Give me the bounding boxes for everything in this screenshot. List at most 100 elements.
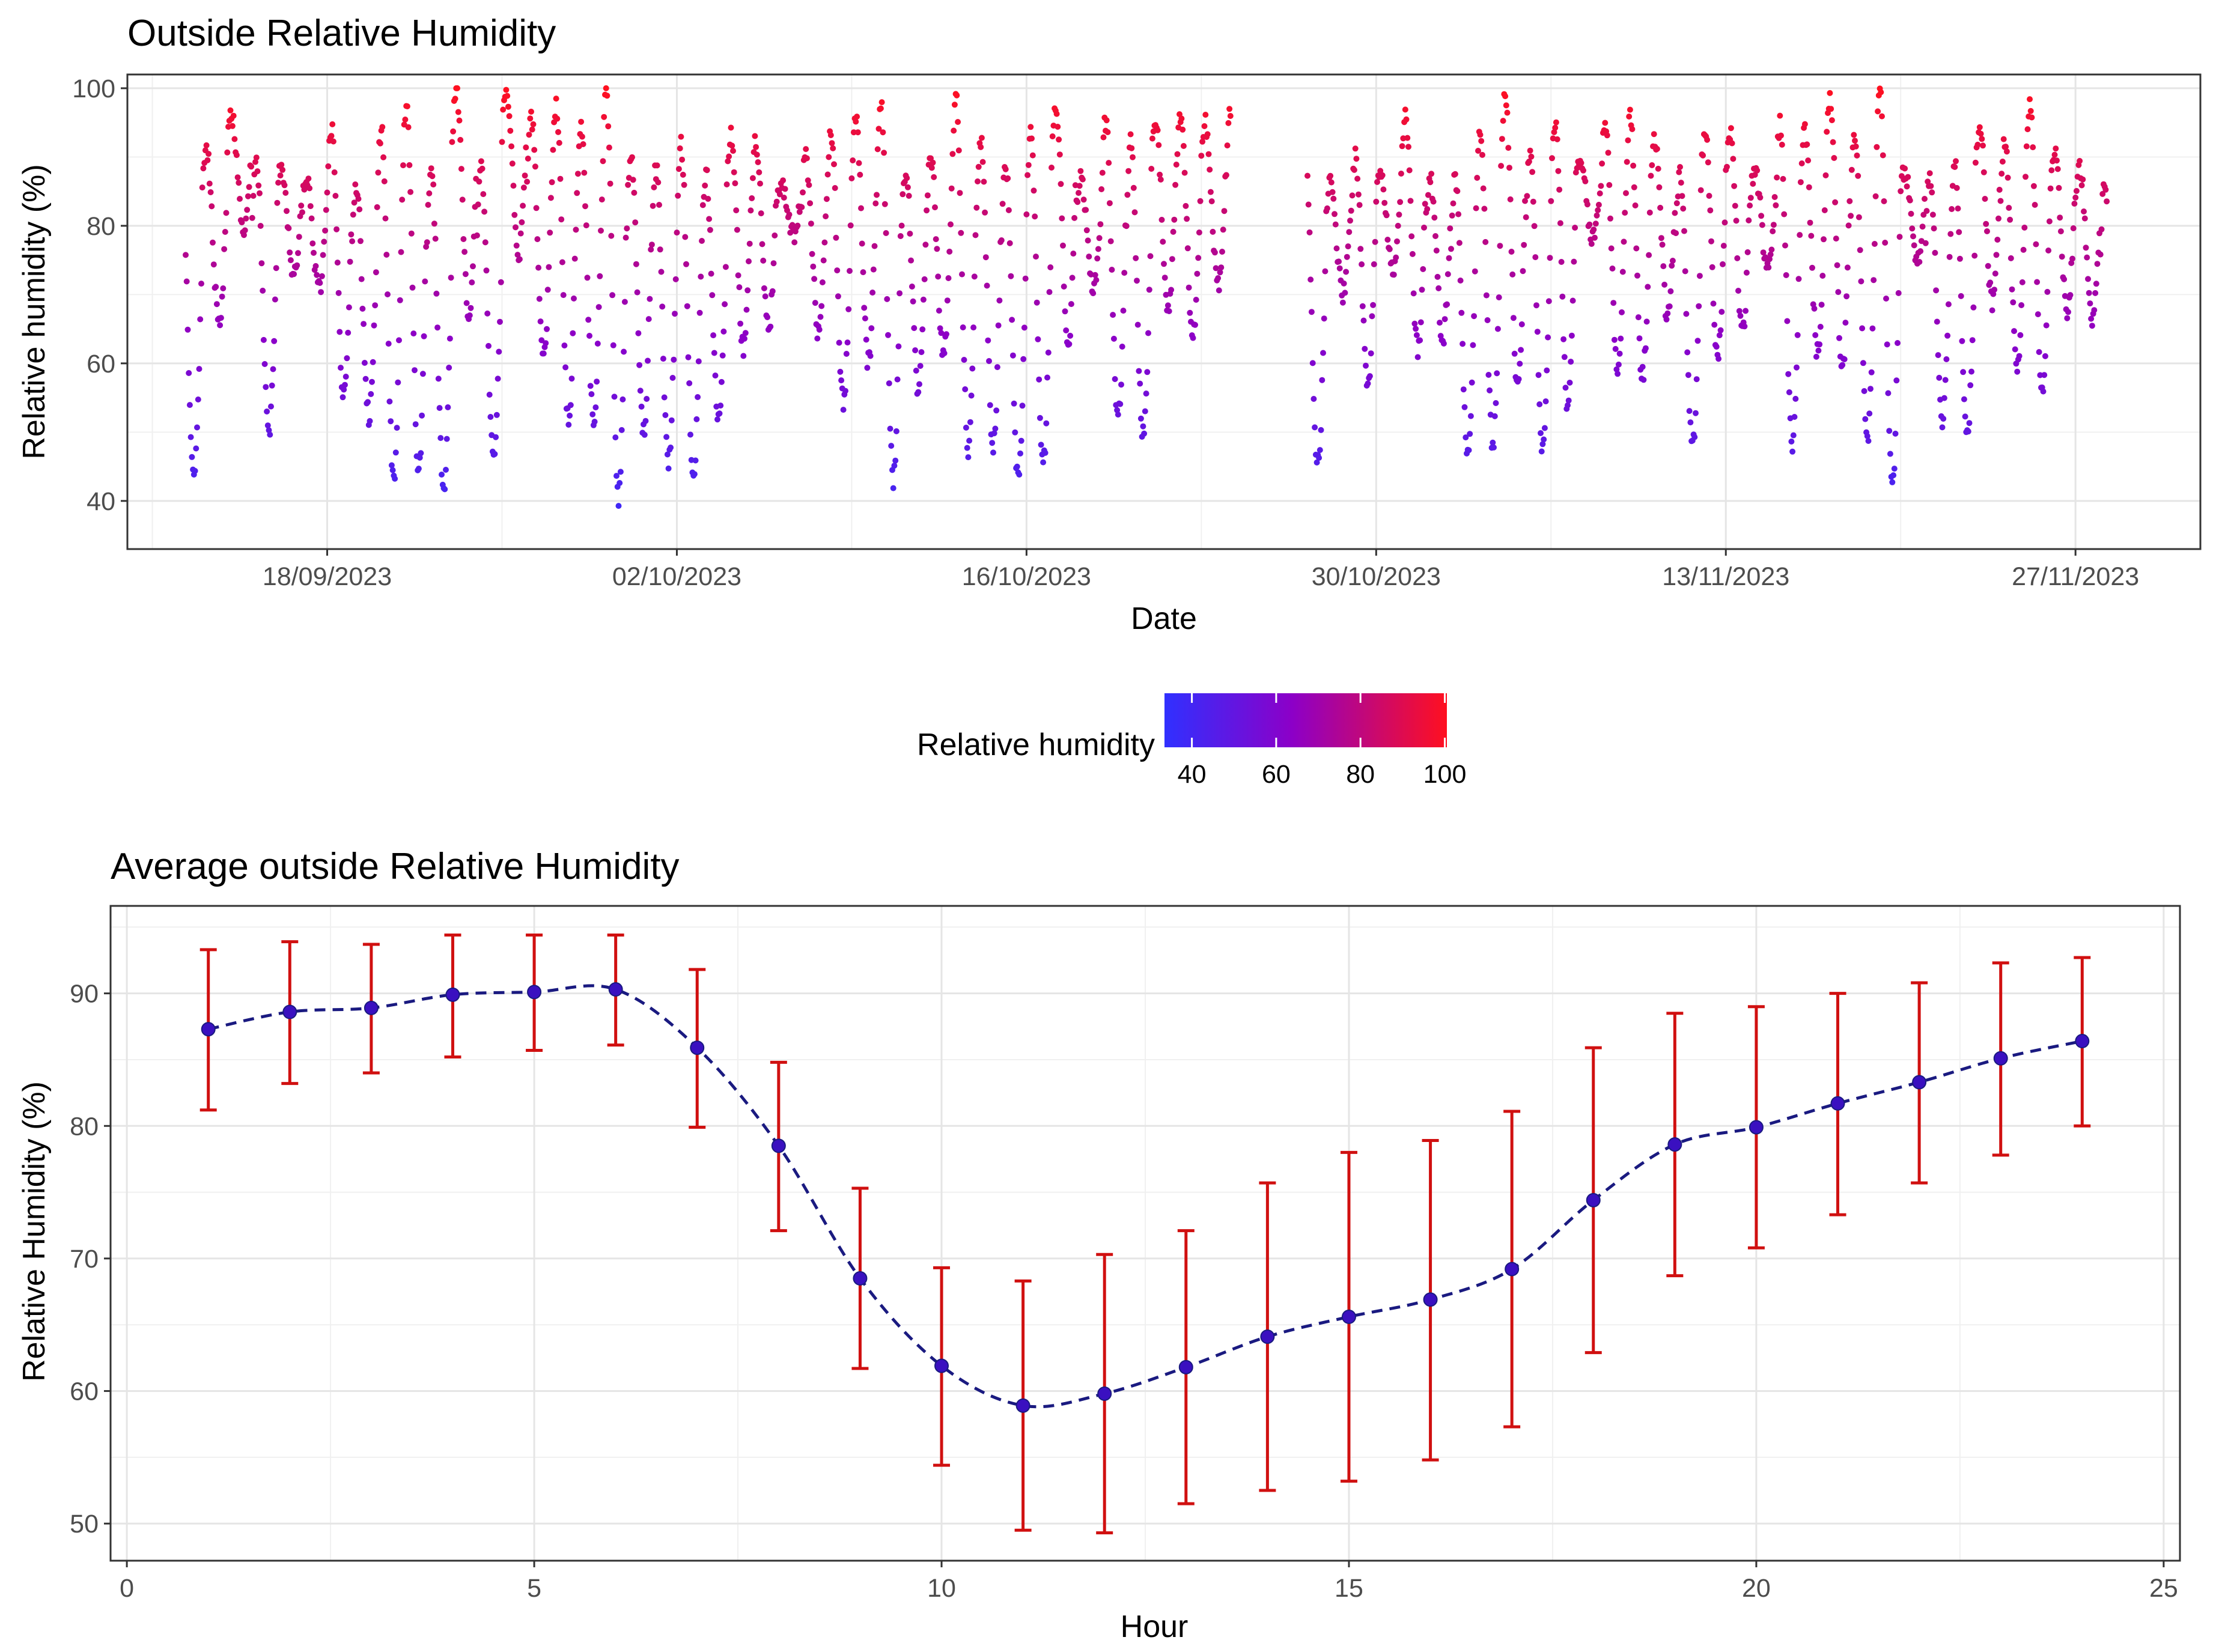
data-point	[1056, 151, 1063, 158]
data-point	[1995, 215, 2001, 222]
data-point	[2069, 255, 2075, 262]
data-point	[519, 219, 525, 225]
data-point	[394, 425, 400, 431]
data-point	[382, 215, 389, 222]
data-point	[897, 233, 904, 239]
data-point	[1351, 166, 1357, 173]
data-point	[1395, 222, 1401, 229]
data-point	[1134, 321, 1141, 328]
data-point	[910, 298, 916, 305]
data-point	[1841, 356, 1848, 362]
data-point	[1223, 172, 1229, 178]
data-point	[1559, 293, 1566, 300]
data-point	[351, 199, 358, 206]
data-point	[1119, 344, 1125, 350]
data-point	[437, 435, 444, 442]
data-point	[631, 189, 638, 196]
data-point	[1043, 420, 1050, 427]
data-point	[1424, 206, 1431, 212]
data-point	[386, 398, 393, 405]
data-point	[1654, 145, 1660, 152]
data-point	[1922, 196, 1928, 202]
data-point	[385, 341, 392, 347]
data-point	[613, 473, 619, 479]
data-point	[1157, 176, 1164, 183]
data-point	[487, 414, 494, 420]
data-point	[1715, 356, 1722, 362]
data-point	[753, 151, 760, 158]
data-point	[760, 257, 767, 264]
data-point	[885, 332, 891, 338]
data-point	[1329, 189, 1336, 195]
data-point	[540, 350, 547, 357]
data-point	[863, 336, 869, 343]
data-point	[1729, 140, 1735, 147]
data-point	[917, 363, 924, 369]
data-point	[571, 295, 577, 302]
data-point	[836, 339, 842, 346]
data-point	[840, 407, 847, 413]
data-point	[1324, 205, 1330, 211]
data-point	[621, 299, 628, 305]
plot-border	[126, 73, 2202, 550]
data-point	[1578, 160, 1584, 166]
data-point	[604, 93, 610, 99]
data-point	[1619, 269, 1626, 275]
data-point	[1706, 193, 1712, 199]
data-point	[1980, 142, 1986, 149]
data-point	[558, 216, 565, 223]
data-point	[1731, 183, 1738, 189]
data-point	[1648, 172, 1654, 179]
data-point	[1454, 188, 1461, 195]
data-point	[949, 151, 956, 157]
data-point	[457, 136, 464, 143]
data-point	[1053, 111, 1060, 117]
data-point	[1558, 259, 1565, 265]
data-point	[1676, 169, 1682, 175]
data-point	[1086, 254, 1092, 260]
data-point	[1979, 136, 1985, 142]
y-axis: 50 60 70 80 90	[70, 980, 111, 1538]
data-point	[1083, 227, 1090, 234]
data-point	[1831, 155, 1837, 161]
data-point	[1504, 109, 1511, 116]
data-point	[503, 87, 510, 93]
data-point	[1786, 389, 1792, 395]
data-point	[1622, 210, 1628, 216]
data-point	[955, 119, 961, 125]
data-point	[695, 394, 701, 400]
data-point	[1667, 288, 1674, 294]
data-point	[1109, 267, 1115, 273]
data-point	[1049, 133, 1056, 139]
data-point	[612, 434, 619, 441]
data-point	[847, 222, 854, 229]
data-point	[1456, 240, 1463, 246]
data-point	[1356, 202, 1363, 208]
data-point	[1655, 165, 1661, 172]
hourly-average-chart: Average outside Relative Humidity 506070…	[17, 846, 2181, 1644]
data-point	[1781, 211, 1788, 217]
data-point	[814, 335, 821, 342]
data-point	[383, 252, 390, 258]
data-point	[695, 358, 702, 365]
data-point	[1939, 424, 1946, 431]
data-point	[1592, 220, 1599, 227]
legend-ticks: 40 60 80 100	[1178, 693, 1466, 789]
data-point	[561, 342, 568, 349]
data-point	[680, 171, 686, 178]
data-point	[1672, 210, 1678, 216]
data-point	[1928, 183, 1934, 189]
data-point	[1466, 447, 1472, 454]
data-point	[1197, 198, 1204, 204]
data-point	[349, 238, 356, 244]
data-point	[1724, 163, 1730, 170]
data-point	[906, 193, 912, 199]
data-point	[1137, 415, 1144, 422]
data-point	[1143, 390, 1149, 397]
data-point	[1949, 206, 1955, 212]
data-point	[462, 271, 469, 278]
data-point	[1902, 165, 1908, 172]
data-point	[1883, 296, 1889, 302]
data-point	[669, 375, 676, 381]
data-point	[982, 254, 989, 261]
